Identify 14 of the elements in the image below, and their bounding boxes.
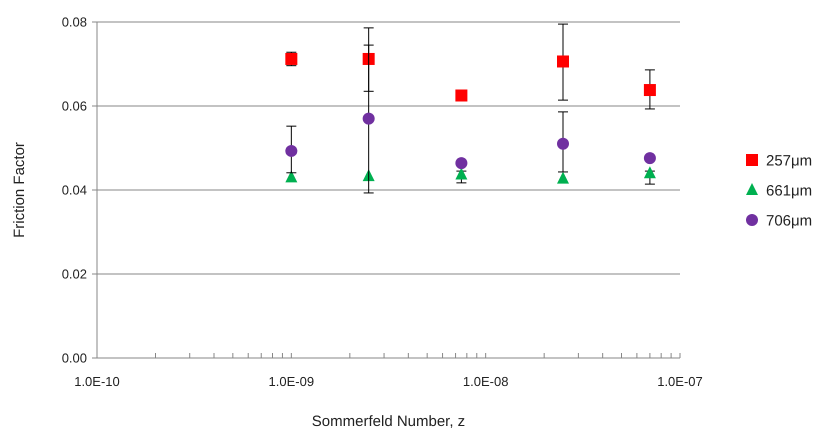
x-tick-label: 1.0E-09	[268, 374, 314, 389]
y-tick-label: 0.08	[62, 14, 87, 30]
y-tick-label: 0.00	[62, 350, 87, 366]
x-tick-label: 1.0E-08	[462, 374, 508, 389]
x-tick-label: 1.0E-07	[657, 374, 703, 389]
legend-label: 706μm	[766, 212, 812, 230]
legend-label: 661μm	[766, 182, 812, 200]
x-axis-title: Sommerfeld Number, z	[312, 413, 466, 430]
y-tick-label: 0.06	[62, 98, 87, 114]
y-axis-title: Friction Factor	[11, 142, 28, 238]
x-tick-label: 1.0E-10	[74, 374, 120, 389]
y-tick-label: 0.04	[62, 182, 87, 198]
legend-label: 257μm	[766, 152, 812, 170]
y-tick-label: 0.02	[62, 266, 87, 282]
